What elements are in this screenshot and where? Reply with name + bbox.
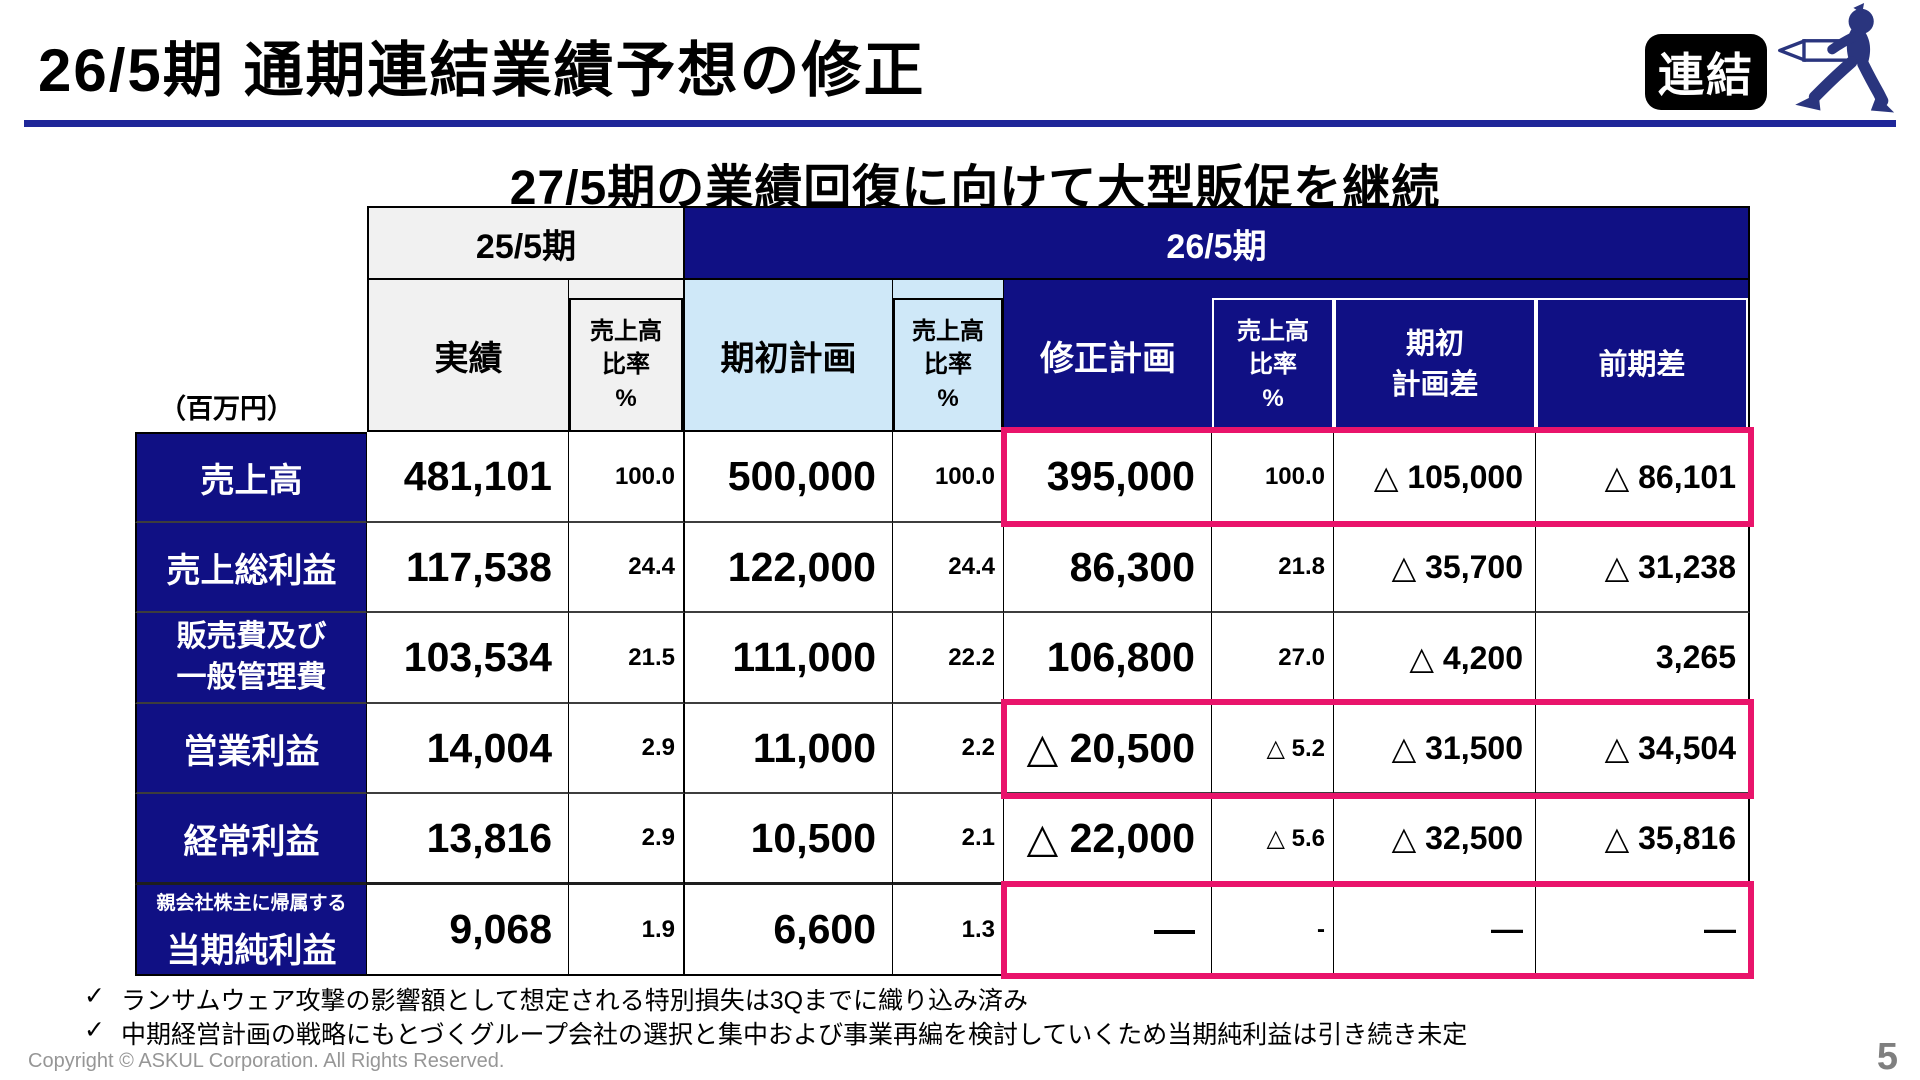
cell-actual-ratio: 24.4 xyxy=(569,523,685,613)
ratio-header-line: 比率 xyxy=(602,351,650,379)
cell-vs-prev: △ 86,101 xyxy=(1536,432,1750,523)
col-header-revised-plan: 修正計画 xyxy=(1004,280,1212,432)
diff-header-line: 計画差 xyxy=(1391,369,1479,401)
footnote-text: ランサムウェア攻撃の影響額として想定される特別損失は3Qまでに織り込み済み xyxy=(120,987,1029,1015)
ratio-header-line: % xyxy=(937,384,959,412)
footnote-2: ✓ 中期経営計画の戦略にもとづくグループ会社の選択と集中および事業再編を検討して… xyxy=(84,1015,1467,1051)
cell-vs-initial: △ 31,500 xyxy=(1334,704,1536,794)
row-label-attribution-note: 親会社株主に帰属する xyxy=(156,892,347,914)
page-title: 26/5期 通期連結業績予想の修正 xyxy=(38,37,926,104)
column-group-prev-year: 25/5期 xyxy=(367,206,685,280)
cell-initial-ratio: 2.2 xyxy=(893,704,1004,794)
col-header-initial-plan: 期初計画 xyxy=(685,280,893,432)
unit-label: （百万円） xyxy=(159,394,294,424)
cell-initial-plan: 500,000 xyxy=(685,432,893,523)
cell-initial-plan: 10,500 xyxy=(685,794,893,885)
col-header-vs-initial-plan: 期初 計画差 xyxy=(1334,280,1536,432)
cell-vs-initial: △ 4,200 xyxy=(1334,613,1536,704)
cell-vs-initial: △ 32,500 xyxy=(1334,794,1536,885)
cell-initial-plan: 111,000 xyxy=(685,613,893,704)
cell-actual-ratio: 21.5 xyxy=(569,613,685,704)
cell-revised-plan: 86,300 xyxy=(1004,523,1212,613)
ratio-header-line: 売上高 xyxy=(1237,317,1309,345)
row-label-net-profit: 親会社株主に帰属する 当期純利益 xyxy=(135,885,367,976)
cell-actual-ratio: 1.9 xyxy=(569,885,685,976)
row-label-net-sales: 売上高 xyxy=(135,432,367,523)
cell-revised-ratio: △ 5.2 xyxy=(1212,704,1334,794)
row-label-line: 一般管理費 xyxy=(176,660,327,694)
cell-vs-prev: 3,265 xyxy=(1536,613,1750,704)
cell-vs-initial: △ 105,000 xyxy=(1334,432,1536,523)
cell-actual: 13,816 xyxy=(367,794,569,885)
cell-vs-prev: — xyxy=(1536,885,1750,976)
row-label-gross-profit: 売上総利益 xyxy=(135,523,367,613)
cell-initial-plan: 6,600 xyxy=(685,885,893,976)
cell-actual: 103,534 xyxy=(367,613,569,704)
col-header-actual: 実績 xyxy=(367,280,569,432)
ratio-header-line: % xyxy=(1262,384,1284,412)
cell-revised-plan: △ 22,000 xyxy=(1004,794,1212,885)
cell-initial-ratio: 24.4 xyxy=(893,523,1004,613)
consolidated-badge: 連結 xyxy=(1645,34,1767,110)
title-underline xyxy=(24,120,1896,127)
check-icon: ✓ xyxy=(84,982,105,1010)
cell-revised-plan: 395,000 xyxy=(1004,432,1212,523)
diff-header-line: 期初 xyxy=(1405,328,1464,361)
row-label-line: 当期純利益 xyxy=(166,931,337,970)
cell-initial-plan: 11,000 xyxy=(685,704,893,794)
cell-revised-ratio: △ 5.6 xyxy=(1212,794,1334,885)
cell-actual-ratio: 100.0 xyxy=(569,432,685,523)
cell-vs-initial: — xyxy=(1334,885,1536,976)
col-header-sales-ratio-initial: 売上高 比率 % xyxy=(893,280,1004,432)
cell-initial-ratio: 100.0 xyxy=(893,432,1004,523)
cell-vs-prev: △ 34,504 xyxy=(1536,704,1750,794)
page-number: 5 xyxy=(1876,1036,1898,1078)
cell-revised-plan: △ 20,500 xyxy=(1004,704,1212,794)
cell-actual-ratio: 2.9 xyxy=(569,794,685,885)
footnote-1: ✓ ランサムウェア攻撃の影響額として想定される特別損失は3Qまでに織り込み済み xyxy=(84,981,1028,1017)
ratio-header-line: 比率 xyxy=(1249,351,1297,379)
row-label-ordinary-profit: 経常利益 xyxy=(135,794,367,885)
cell-revised-ratio: - xyxy=(1212,885,1334,976)
cell-revised-ratio: 27.0 xyxy=(1212,613,1334,704)
footnote-text: 中期経営計画の戦略にもとづくグループ会社の選択と集中および事業再編を検討していく… xyxy=(120,1021,1468,1049)
cell-revised-ratio: 21.8 xyxy=(1212,523,1334,613)
row-label-sga-expenses: 販売費及び 一般管理費 xyxy=(135,613,367,704)
cell-vs-prev: △ 35,816 xyxy=(1536,794,1750,885)
cell-revised-plan: 106,800 xyxy=(1004,613,1212,704)
askul-mascot-icon xyxy=(1777,2,1895,113)
col-header-sales-ratio-revised: 売上高 比率 % xyxy=(1212,280,1334,432)
copyright-text: Copyright © ASKUL Corporation. All Right… xyxy=(28,1050,505,1072)
diff-header-line: 前期差 xyxy=(1598,348,1686,381)
cell-actual: 117,538 xyxy=(367,523,569,613)
ratio-header-line: 比率 xyxy=(924,351,972,379)
ratio-header-line: % xyxy=(615,384,637,412)
cell-initial-plan: 122,000 xyxy=(685,523,893,613)
cell-actual: 9,068 xyxy=(367,885,569,976)
cell-revised-ratio: 100.0 xyxy=(1212,432,1334,523)
cell-revised-plan: — xyxy=(1004,885,1212,976)
cell-initial-ratio: 2.1 xyxy=(893,794,1004,885)
ratio-header-line: 売上高 xyxy=(912,317,984,345)
column-group-current-year: 26/5期 xyxy=(685,206,1750,280)
cell-actual: 14,004 xyxy=(367,704,569,794)
row-label-line: 販売費及び xyxy=(176,620,327,653)
col-header-sales-ratio-prev: 売上高 比率 % xyxy=(569,280,685,432)
cell-vs-prev: △ 31,238 xyxy=(1536,523,1750,613)
cell-actual: 481,101 xyxy=(367,432,569,523)
col-header-vs-prev-year: 前期差 xyxy=(1536,280,1750,432)
cell-initial-ratio: 1.3 xyxy=(893,885,1004,976)
check-icon: ✓ xyxy=(84,1016,105,1044)
row-label-operating-profit: 営業利益 xyxy=(135,704,367,794)
cell-vs-initial: △ 35,700 xyxy=(1334,523,1536,613)
cell-initial-ratio: 22.2 xyxy=(893,613,1004,704)
ratio-header-line: 売上高 xyxy=(590,317,662,345)
cell-actual-ratio: 2.9 xyxy=(569,704,685,794)
results-table: （百万円） 25/5期 26/5期 実績 売上高 比率 % 期初計画 売上高 比… xyxy=(135,206,1754,979)
